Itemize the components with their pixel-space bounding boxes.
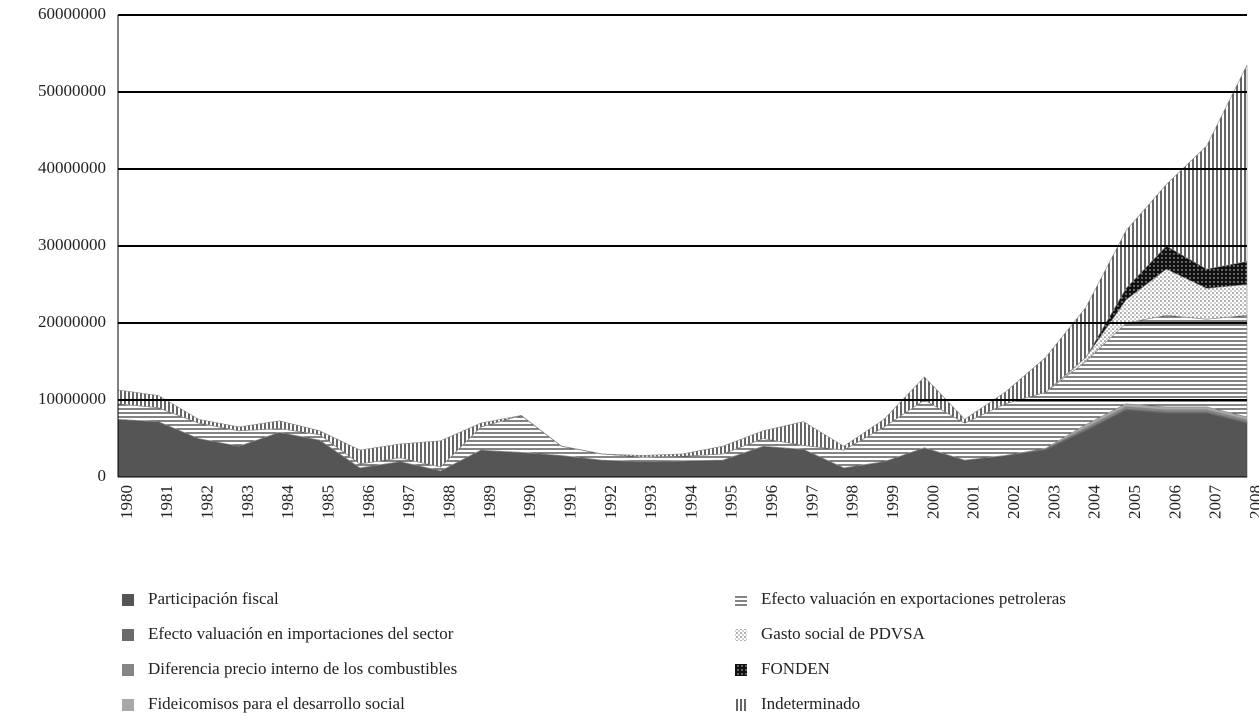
legend-swatch bbox=[122, 629, 134, 641]
x-tick-label: 1983 bbox=[238, 485, 257, 519]
y-tick-label: 60000000 bbox=[38, 4, 106, 23]
legend-swatch bbox=[735, 594, 747, 606]
x-tick-label: 1996 bbox=[762, 485, 781, 519]
x-tick-label: 2005 bbox=[1125, 485, 1144, 519]
y-tick-label: 50000000 bbox=[38, 81, 106, 100]
legend-swatch bbox=[735, 664, 747, 676]
y-tick-label: 30000000 bbox=[38, 235, 106, 254]
x-tick-label: 1995 bbox=[722, 485, 741, 519]
legend-label: Efecto valuación en importaciones del se… bbox=[148, 624, 454, 643]
x-tick-label: 2003 bbox=[1044, 485, 1063, 519]
legend-label: Diferencia precio interno de los combust… bbox=[148, 659, 457, 678]
x-tick-label: 1992 bbox=[601, 485, 620, 519]
x-tick-label: 1998 bbox=[843, 485, 862, 519]
y-tick-label: 0 bbox=[98, 466, 107, 485]
x-tick-label: 2004 bbox=[1085, 485, 1104, 520]
x-tick-label: 1987 bbox=[399, 485, 418, 520]
x-tick-label: 1985 bbox=[319, 485, 338, 519]
legend-label: Efecto valuación en exportaciones petrol… bbox=[761, 589, 1066, 608]
legend-swatch bbox=[122, 664, 134, 676]
x-tick-label: 1994 bbox=[681, 485, 700, 520]
legend-swatch bbox=[735, 699, 747, 711]
x-tick-label: 1993 bbox=[641, 485, 660, 519]
x-tick-label: 1988 bbox=[439, 485, 458, 519]
x-tick-label: 2008 bbox=[1246, 485, 1259, 519]
x-tick-label: 1980 bbox=[117, 485, 136, 519]
x-tick-label: 1999 bbox=[883, 485, 902, 519]
legend-label: FONDEN bbox=[761, 659, 830, 678]
x-tick-label: 2007 bbox=[1206, 485, 1225, 520]
legend-swatch bbox=[122, 699, 134, 711]
x-tick-label: 1991 bbox=[560, 485, 579, 519]
x-tick-label: 2006 bbox=[1165, 485, 1184, 519]
y-tick-label: 20000000 bbox=[38, 312, 106, 331]
x-tick-label: 1986 bbox=[359, 485, 378, 519]
legend-swatch bbox=[735, 629, 747, 641]
legend-swatch bbox=[122, 594, 134, 606]
legend-label: Indeterminado bbox=[761, 694, 860, 713]
x-tick-label: 2001 bbox=[964, 485, 983, 519]
y-tick-label: 40000000 bbox=[38, 158, 106, 177]
x-tick-label: 1982 bbox=[198, 485, 217, 519]
x-tick-label: 1984 bbox=[278, 485, 297, 520]
x-tick-label: 1981 bbox=[157, 485, 176, 519]
legend-label: Participación fiscal bbox=[148, 589, 279, 608]
area bbox=[117, 64, 1248, 468]
legend-label: Gasto social de PDVSA bbox=[761, 624, 926, 643]
x-tick-label: 1997 bbox=[802, 485, 821, 520]
legend-label: Fideicomisos para el desarrollo social bbox=[148, 694, 405, 713]
y-tick-label: 10000000 bbox=[38, 389, 106, 408]
x-tick-label: 2002 bbox=[1004, 485, 1023, 519]
x-tick-label: 1990 bbox=[520, 485, 539, 519]
x-tick-label: 2000 bbox=[923, 485, 942, 519]
x-tick-label: 1989 bbox=[480, 485, 499, 519]
